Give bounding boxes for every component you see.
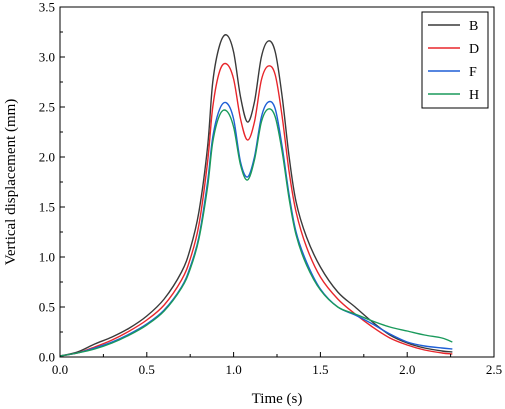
- legend-label-b: B: [469, 19, 478, 34]
- series-line-b: [59, 34, 453, 357]
- x-tick-label: 2.0: [399, 362, 415, 377]
- y-axis-label: Vertical displacement (mm): [3, 99, 19, 266]
- legend-label-f: F: [469, 65, 477, 80]
- series-line-h: [59, 108, 453, 357]
- y-tick-label: 2.0: [39, 150, 55, 165]
- legend-box: [421, 11, 489, 109]
- x-tick-label: 0.0: [52, 362, 68, 377]
- legend-label-h: H: [469, 88, 479, 103]
- y-tick-label: 0.0: [39, 350, 55, 365]
- y-tick-label: 1.0: [39, 250, 55, 265]
- y-tick-label: 2.5: [39, 100, 55, 115]
- legend-label-d: D: [469, 42, 479, 57]
- y-tick-label: 3.0: [39, 50, 55, 65]
- series-line-d: [59, 62, 453, 357]
- y-tick-label: 0.5: [39, 300, 55, 315]
- y-tick-label: 3.5: [39, 0, 55, 15]
- x-tick-label: 2.5: [486, 362, 502, 377]
- y-tick-label: 1.5: [39, 200, 55, 215]
- x-tick-label: 1.0: [225, 362, 241, 377]
- y-axis-ticks: 0.0 0.5 1.0 1.5 2.0 2.5 3.0 3.5: [39, 0, 65, 365]
- x-tick-label: 1.5: [312, 362, 328, 377]
- x-axis-ticks: 0.0 0.5 1.0 1.5 2.0 2.5: [52, 352, 502, 377]
- series-layer: [59, 34, 453, 357]
- x-tick-label: 0.5: [139, 362, 155, 377]
- series-line-f: [59, 100, 453, 357]
- x-axis-label: Time (s): [252, 391, 303, 407]
